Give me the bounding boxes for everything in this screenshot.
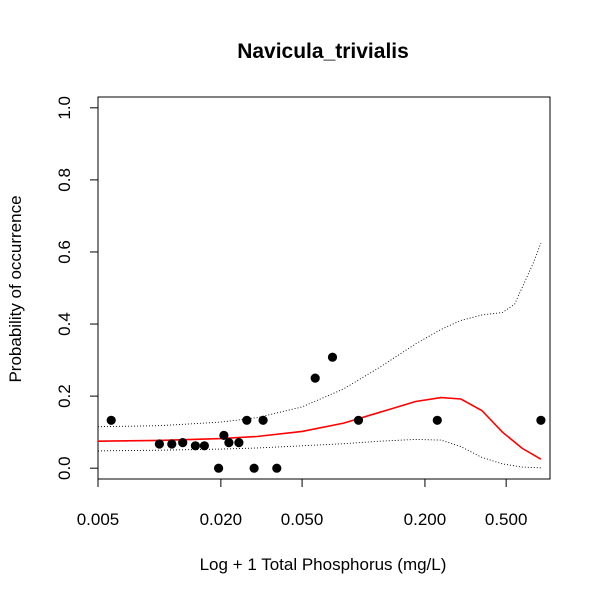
data-point bbox=[242, 415, 252, 425]
y-axis-label: Probability of occurrence bbox=[6, 195, 25, 382]
y-tick-label: 0.6 bbox=[55, 240, 74, 264]
data-point bbox=[224, 438, 234, 448]
data-point bbox=[178, 438, 188, 448]
confidence-band bbox=[97, 242, 542, 469]
data-points bbox=[106, 352, 546, 473]
data-point bbox=[310, 373, 320, 383]
data-point bbox=[154, 439, 164, 449]
y-tick-label: 0.0 bbox=[55, 456, 74, 480]
data-point bbox=[219, 430, 229, 440]
data-point bbox=[190, 441, 200, 451]
y-tick-label: 0.4 bbox=[55, 312, 74, 336]
y-tick-label: 0.2 bbox=[55, 384, 74, 408]
data-point bbox=[199, 441, 209, 451]
x-axis-label: Log + 1 Total Phosphorus (mg/L) bbox=[200, 555, 447, 574]
y-tick-label: 0.8 bbox=[55, 168, 74, 192]
data-point bbox=[327, 352, 338, 362]
x-tick-label: 0.500 bbox=[485, 510, 528, 529]
data-point bbox=[106, 415, 116, 425]
x-tick-label: 0.005 bbox=[77, 510, 120, 529]
upper-ci-line bbox=[97, 242, 542, 428]
data-point bbox=[249, 463, 259, 473]
data-point bbox=[432, 415, 442, 425]
data-point bbox=[353, 415, 364, 425]
x-tick-label: 0.020 bbox=[200, 510, 243, 529]
lower-ci-line bbox=[97, 438, 541, 469]
y-axis: 0.0 0.2 0.4 0.6 0.8 1.0 bbox=[55, 96, 99, 480]
data-point bbox=[167, 439, 177, 449]
data-point bbox=[536, 415, 546, 425]
y-tick-label: 1.0 bbox=[55, 96, 74, 120]
x-axis: 0.005 0.020 0.050 0.200 0.500 bbox=[77, 478, 528, 529]
x-tick-label: 0.050 bbox=[281, 510, 324, 529]
x-tick-label: 0.200 bbox=[404, 510, 447, 529]
chart-title: Navicula_trivialis bbox=[237, 40, 409, 63]
data-point bbox=[258, 415, 268, 425]
data-point bbox=[272, 463, 282, 473]
plot-frame bbox=[97, 96, 551, 480]
data-point bbox=[214, 463, 224, 473]
data-point bbox=[234, 438, 244, 448]
